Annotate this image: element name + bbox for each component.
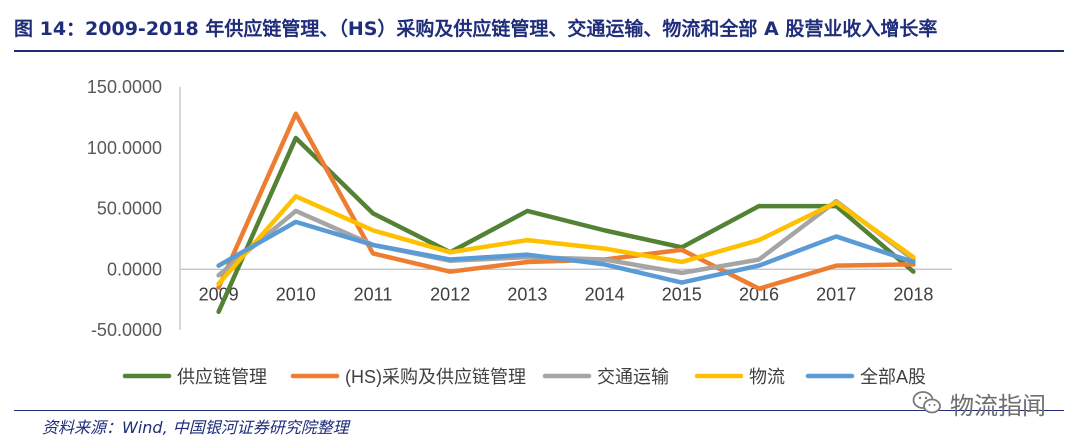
- x-tick-label: 2013: [507, 284, 547, 304]
- y-tick-label: 0.0000: [107, 259, 162, 279]
- chart-svg: -50.00000.000050.0000100.0000150.0000200…: [87, 77, 952, 387]
- title-divider: [14, 50, 1064, 52]
- x-tick-label: 2018: [893, 284, 933, 304]
- x-tick-label: 2014: [585, 284, 625, 304]
- legend-label: 物流: [749, 367, 785, 387]
- footer-divider: [14, 410, 1064, 411]
- y-tick-label: 150.0000: [87, 77, 162, 97]
- y-tick-label: 50.0000: [97, 199, 162, 219]
- wechat-icon: [912, 390, 942, 416]
- source-note: 资料来源：Wind, 中国银河证券研究院整理: [42, 418, 349, 437]
- series-line-3: [216, 198, 916, 278]
- x-tick-label: 2012: [430, 284, 470, 304]
- legend-label: 供应链管理: [177, 367, 267, 387]
- legend-label: 交通运输: [597, 367, 669, 387]
- legend-label: 全部A股: [860, 367, 926, 387]
- x-tick-label: 2010: [276, 284, 316, 304]
- series-line-2: [216, 111, 916, 291]
- x-tick-label: 2016: [739, 284, 779, 304]
- line-chart: -50.0000 0.0000 50.0000 100.0000 150.0000 200…: [0, 60, 1080, 410]
- watermark: 物流指闻: [912, 386, 1046, 420]
- series-line-4: [216, 194, 916, 287]
- y-tick-label: 100.0000: [87, 138, 162, 158]
- legend-label: (HS)采购及供应链管理: [345, 367, 526, 387]
- chart-title: 图 14：2009-2018 年供应链管理、（HS）采购及供应链管理、交通运输、…: [14, 18, 938, 40]
- x-tick-label: 2017: [816, 284, 856, 304]
- series-line-5: [216, 219, 916, 285]
- watermark-text: 物流指闻: [950, 391, 1046, 420]
- x-tick-label: 2011: [354, 284, 393, 304]
- y-tick-label: -50.0000: [91, 320, 162, 340]
- x-tick-label: 2015: [662, 284, 702, 304]
- series-line-1: [216, 135, 916, 315]
